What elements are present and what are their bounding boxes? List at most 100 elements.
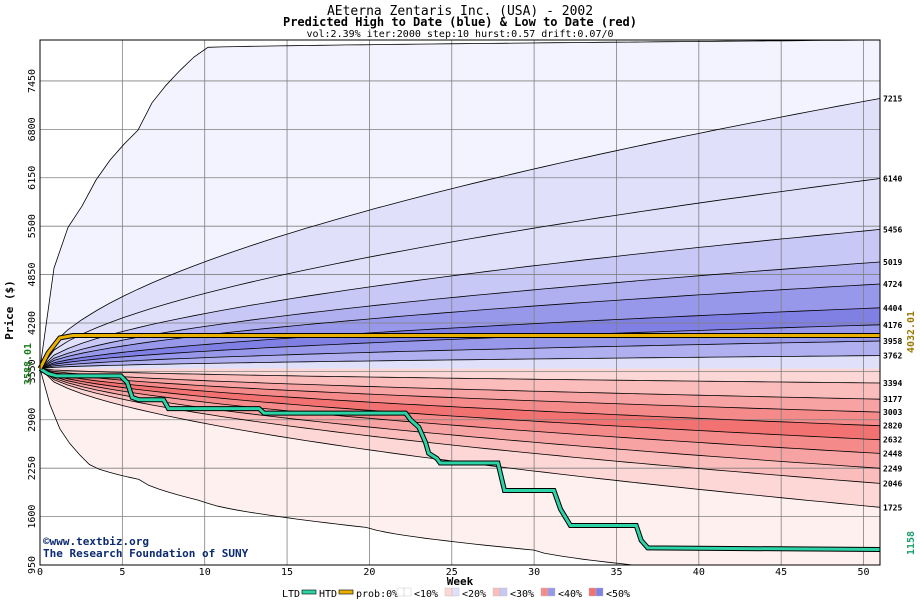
plot-area: [37, 39, 881, 566]
right-level-label: 2046: [883, 479, 902, 488]
legend-bin-blue-swatch: [547, 587, 556, 597]
right-level-label: 3177: [883, 395, 902, 404]
right-level-label: 3394: [883, 379, 902, 388]
probability-bands: [40, 40, 880, 565]
band-boundary: [39, 368, 881, 441]
y-tick-label: 4850: [27, 263, 38, 287]
start-price-label: 3588.01: [23, 343, 34, 385]
band-boundary: [39, 324, 881, 369]
y-tick-label: 6800: [27, 117, 38, 141]
legend-ltd-swatch: [301, 589, 317, 595]
right-level-label: 4724: [883, 280, 902, 289]
right-level-label: 1725: [883, 503, 902, 512]
band-boundary: [39, 368, 881, 469]
y-tick-label: 2250: [27, 456, 38, 480]
legend-bin-blue-swatch: [499, 587, 508, 597]
legend-bins: <10% <20% <30% <40% <50%: [396, 587, 630, 600]
band-boundary: [39, 368, 881, 454]
right-level-label: 4404: [883, 304, 902, 313]
blue-band: [40, 98, 880, 369]
legend-bin-red-swatch: [492, 587, 501, 597]
legend-bin-red-swatch: [444, 587, 453, 597]
chart-subtitle: Predicted High to Date (blue) & Low to D…: [283, 15, 637, 29]
blue-band: [40, 355, 880, 369]
red-band: [40, 368, 880, 413]
red-band: [40, 368, 880, 426]
band-boundary: [39, 368, 881, 400]
legend-htd-swatch: [338, 589, 354, 595]
ltd-line: [39, 367, 881, 551]
red-band: [40, 368, 880, 440]
x-tick-label: 50: [858, 567, 870, 578]
legend-bin-label: <50%: [606, 589, 630, 600]
x-tick-label: 25: [446, 567, 458, 578]
right-level-label: 3003: [883, 408, 902, 417]
y-tick-label: 1600: [27, 505, 38, 529]
right-level-label: 2448: [883, 449, 902, 458]
y-tick-label: 5500: [27, 214, 38, 238]
legend-bin-blue-swatch: [403, 587, 412, 597]
legend-bin-label: <30%: [510, 589, 534, 600]
x-tick-label: 40: [693, 567, 705, 578]
x-tick-labels: 0 5 10 15 20 25 30 35 40 45 50: [37, 567, 870, 578]
blue-band: [40, 40, 880, 369]
chart-params: vol:2.39% iter:2000 step:10 hurst:0.57 d…: [306, 29, 613, 40]
y-tick-label: 6150: [27, 166, 38, 190]
band-boundary: [39, 368, 881, 384]
band-boundary: [39, 98, 881, 369]
legend-bin-label: <10%: [414, 589, 438, 600]
band-boundary: [39, 368, 881, 413]
right-level-label: 2820: [883, 422, 902, 431]
red-band: [40, 368, 880, 508]
y-tick-label: 2900: [27, 408, 38, 432]
right-level-label: 5019: [883, 258, 902, 267]
x-tick-label: 10: [199, 567, 211, 578]
band-boundary: [39, 178, 881, 369]
right-level-labels: 7215 6140 5456 5019 4724 4404 4176 3958 3762 3394…: [883, 94, 902, 512]
legend-bin-red-swatch: [588, 587, 597, 597]
y-tick-label: 950: [27, 556, 38, 574]
x-tick-label: 45: [775, 567, 787, 578]
blue-band: [40, 284, 880, 369]
band-boundary: [39, 261, 881, 369]
legend: LTD HTD prob:0% <10% <20% <30% <40% <50%: [282, 587, 630, 600]
red-band: [40, 368, 880, 484]
right-level-label: 5456: [883, 225, 902, 234]
x-tick-label: 15: [281, 567, 293, 578]
legend-htd-label: HTD: [319, 589, 337, 600]
ltd-price-label: 1158: [906, 531, 917, 555]
y-tick-labels: 950 1600 2250 2900 3550 4200 4850 5500 6150 6800 7…: [27, 69, 38, 574]
band-boundary: [39, 307, 881, 369]
grid-lines: [39, 40, 880, 566]
band-boundary: [39, 283, 881, 369]
legend-bin-red-swatch: [396, 587, 405, 597]
low-envelope-line: [39, 368, 633, 566]
y-tick-label: 7450: [27, 69, 38, 93]
red-band: [40, 368, 880, 454]
y-tick-label: 4200: [27, 311, 38, 335]
band-boundary: [39, 229, 881, 369]
right-level-label: 3958: [883, 337, 902, 346]
legend-bin-blue-swatch: [595, 587, 604, 597]
legend-ltd-label: LTD: [282, 589, 300, 600]
band-boundary: [39, 340, 881, 369]
right-level-label: 2249: [883, 464, 902, 473]
blue-band: [40, 229, 880, 369]
band-boundary: [39, 368, 881, 427]
right-level-label: 7215: [883, 94, 902, 103]
credit-org: The Research Foundation of SUNY: [43, 547, 249, 560]
htd-price-label: 4032.01: [906, 311, 917, 353]
x-tick-label: 35: [610, 567, 622, 578]
x-tick-label: 20: [363, 567, 375, 578]
x-tick-label: 0: [37, 567, 43, 578]
legend-bin-blue-swatch: [451, 587, 460, 597]
right-level-label: 6140: [883, 175, 902, 184]
legend-bin-label: <20%: [462, 589, 486, 600]
right-level-label: 3762: [883, 352, 902, 361]
blue-band: [40, 341, 880, 369]
x-tick-label: 30: [528, 567, 540, 578]
right-level-label: 4176: [883, 321, 902, 330]
series-lines: [37, 333, 881, 552]
red-band: [40, 368, 880, 383]
